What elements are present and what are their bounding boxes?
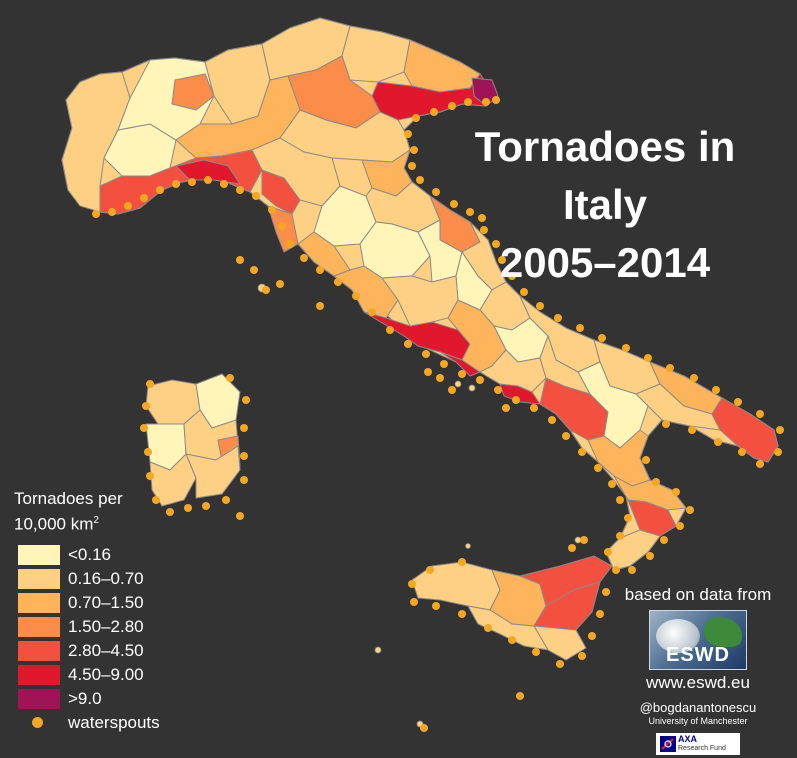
author-handle: @bogdanantonescu [639, 700, 757, 715]
title-line-2: 2005–2014 [499, 239, 711, 286]
legend-label: 0.70–1.50 [68, 592, 144, 612]
ustica-island [465, 543, 471, 549]
legend-title-line-1: Tornadoes per [14, 489, 123, 508]
europe-graphic [704, 617, 742, 647]
capri-island [468, 384, 476, 392]
legend-swatch [18, 616, 60, 637]
sicily [411, 555, 613, 661]
axa-logo: AXA Research Fund [656, 733, 740, 755]
ischia-island [454, 380, 462, 388]
legend-item: <0.16 [14, 544, 214, 568]
legend-item: 0.70–1.50 [14, 592, 214, 616]
legend-item-waterspouts: waterspouts [14, 712, 214, 736]
legend-item: 1.50–2.80 [14, 616, 214, 640]
legend-item: >9.0 [14, 688, 214, 712]
title-line-1: Tornadoes in Italy [474, 123, 736, 228]
waterspout-dots [92, 96, 784, 732]
legend-item: 0.16–0.70 [14, 568, 214, 592]
credit-block: based on data from ESWD www.eswd.eu @bog… [600, 584, 796, 755]
sardinia-south-east [185, 445, 241, 499]
trieste [471, 77, 499, 107]
legend-swatch [18, 592, 60, 613]
axa-mark-icon [660, 736, 676, 752]
reggio [605, 529, 661, 571]
legend-label: 1.50–2.80 [68, 616, 144, 636]
campania-east [478, 349, 547, 393]
veneto-north [341, 25, 411, 83]
friuli [403, 39, 481, 93]
legend-label: <0.16 [68, 544, 112, 564]
eswd-logo-text: ESWD [666, 644, 730, 666]
axa-name: AXA [678, 734, 698, 744]
legend-label: >9.0 [68, 688, 102, 708]
based-on-text: based on data from [624, 585, 772, 604]
legend-item: 4.50–9.00 [14, 664, 214, 688]
sardinia [145, 373, 241, 507]
region-fills [61, 17, 779, 571]
cloud-graphic [656, 619, 700, 653]
eswd-logo: ESWD [649, 610, 747, 670]
legend-swatch [18, 640, 60, 661]
sicily-west [411, 561, 501, 611]
axa-subtitle: Research Fund [678, 745, 726, 752]
legend-label: 4.50–9.00 [68, 664, 144, 684]
sardinia-south-west [149, 453, 197, 507]
legend-swatch [18, 568, 60, 589]
waterspout-dot-icon [32, 716, 43, 728]
bergamo [171, 73, 215, 111]
axa-text: AXA Research Fund [678, 734, 726, 754]
legend: Tornadoes per 10,000 km2 <0.16 0.16–0.70 0… [14, 488, 214, 736]
legend-label: 2.80–4.50 [68, 640, 144, 660]
legend-swatch [18, 688, 60, 709]
legend-items: <0.16 0.16–0.70 0.70–1.50 1.50–2.80 2.80–4.5… [14, 544, 214, 736]
basilicata-2 [539, 334, 592, 395]
map-title: Tornadoes in Italy 2005–2014 [430, 118, 780, 292]
legend-label: waterspouts [68, 712, 160, 732]
latina [439, 351, 482, 377]
legend-title: Tornadoes per 10,000 km2 [14, 488, 214, 536]
legend-swatch [18, 544, 60, 565]
legend-title-superscript: 2 [93, 515, 99, 526]
pantelleria-island [374, 646, 382, 654]
eswd-url: www.eswd.eu [646, 673, 750, 692]
legend-title-line-2: 10,000 km2 [14, 510, 214, 536]
lecce [711, 397, 779, 463]
legend-swatch [18, 664, 60, 685]
legend-title-unit: 10,000 km [14, 514, 94, 534]
legend-label: 0.16–0.70 [68, 568, 144, 588]
author-affiliation: University of Manchester [648, 716, 748, 726]
legend-item: 2.80–4.50 [14, 640, 214, 664]
